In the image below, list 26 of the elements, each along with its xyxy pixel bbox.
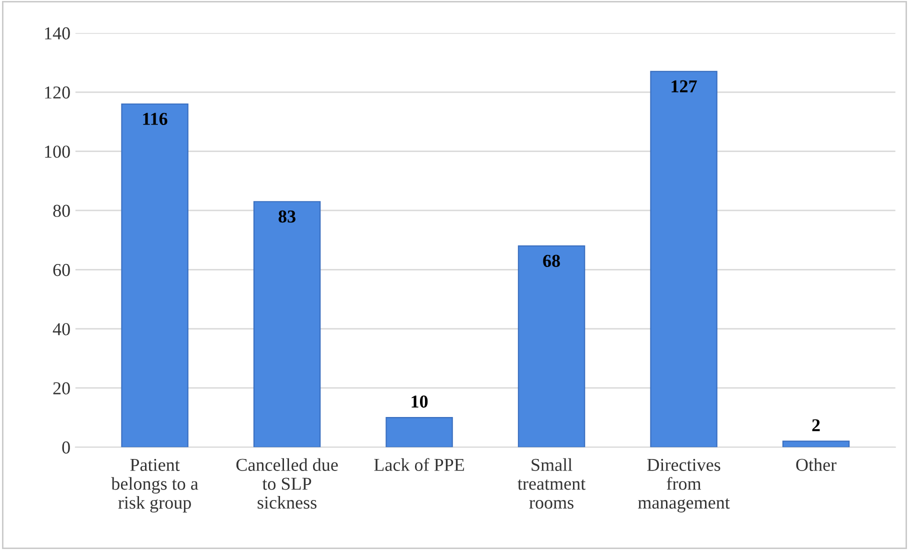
bar (782, 440, 850, 448)
x-tick-label: Small treatment rooms (518, 458, 586, 509)
data-label: 2 (812, 419, 820, 432)
y-tick-label: 80 (53, 204, 70, 217)
bar (386, 417, 453, 448)
x-tick-label: Cancelled due to SLP sickness (236, 458, 338, 509)
y-tick-label: 120 (45, 86, 70, 99)
data-label: 83 (278, 210, 296, 223)
y-tick-label: 140 (45, 27, 70, 40)
data-label: 68 (543, 254, 560, 267)
y-tick-label: 60 (53, 264, 70, 276)
x-tick-label: Lack of PPE (374, 458, 464, 471)
y-tick-label: 0 (62, 441, 70, 454)
x-tick-label: Patient belongs to a risk group (111, 458, 198, 512)
data-label: 127 (672, 80, 697, 92)
y-tick-label: 100 (45, 146, 70, 158)
data-label: 116 (143, 112, 168, 125)
bar (518, 245, 586, 448)
x-tick-label: Directives from management (638, 458, 730, 512)
bar (650, 70, 718, 448)
bar (253, 201, 321, 448)
x-tick-label: Other (796, 458, 836, 471)
bar (121, 103, 188, 448)
data-label: 10 (412, 396, 428, 408)
y-tick-label: 40 (52, 323, 70, 336)
y-tick-label: 20 (53, 382, 70, 394)
